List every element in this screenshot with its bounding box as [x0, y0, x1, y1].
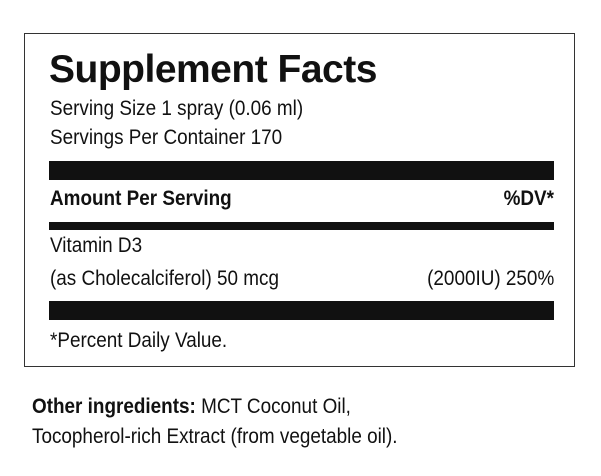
- serving-size: Serving Size 1 spray (0.06 ml): [50, 97, 304, 120]
- other-ingredients-text: MCT Coconut Oil,: [195, 395, 351, 418]
- nutrient-detail: (as Cholecalciferol) 50 mcg: [50, 267, 279, 290]
- supplement-facts-panel: Supplement Facts Serving Size 1 spray (0…: [24, 33, 575, 367]
- nutrient-name: Vitamin D3: [50, 234, 143, 257]
- footnote: *Percent Daily Value.: [50, 329, 228, 352]
- dv-header: %DV*: [503, 187, 554, 210]
- servings-per-container: Servings Per Container 170: [50, 126, 283, 149]
- other-ingredients-line1: Other ingredients: MCT Coconut Oil,: [32, 395, 351, 419]
- panel-title: Supplement Facts: [49, 48, 377, 91]
- amount-per-serving-header: Amount Per Serving: [50, 187, 232, 210]
- medium-divider: [49, 222, 554, 230]
- other-ingredients-label: Other ingredients:: [32, 395, 196, 418]
- thick-divider: [49, 161, 554, 180]
- nutrient-iu-dv: (2000IU) 250%: [426, 267, 554, 290]
- thick-divider: [49, 301, 554, 320]
- other-ingredients-line2: Tocopherol-rich Extract (from vegetable …: [32, 425, 398, 448]
